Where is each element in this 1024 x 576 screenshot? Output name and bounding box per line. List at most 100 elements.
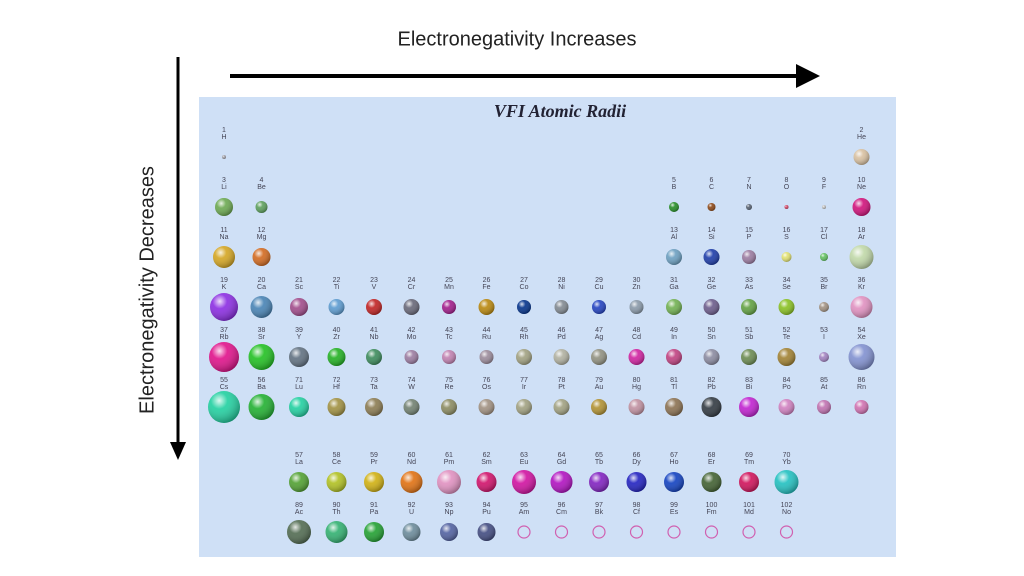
atom-shine (628, 349, 645, 365)
atomic-number: 37 (220, 327, 228, 334)
atom-shine (289, 347, 309, 367)
element-symbol: Ho (670, 459, 679, 466)
element-symbol: Ce (332, 459, 341, 466)
element-symbol: Am (519, 509, 530, 516)
atom-shine (707, 203, 716, 211)
element-symbol: Rb (220, 334, 229, 341)
atomic-number: 90 (333, 502, 341, 509)
atomic-number: 99 (670, 502, 678, 509)
atom-shine (289, 397, 309, 417)
atomic-number: 26 (483, 277, 491, 284)
top-label: Electronegativity Increases (397, 28, 636, 50)
atomic-number: 101 (743, 502, 755, 509)
atom-shine (848, 344, 875, 370)
element-symbol: W (408, 384, 415, 391)
atom-shine (666, 349, 682, 365)
atomic-number: 75 (445, 377, 453, 384)
atomic-number: 94 (483, 502, 491, 509)
atomic-number: 74 (408, 377, 416, 384)
atomic-number: 80 (633, 377, 641, 384)
atom-shine (403, 299, 420, 315)
element-symbol: Pr (371, 459, 379, 466)
atomic-number: 78 (558, 377, 566, 384)
atom-shine (517, 300, 531, 314)
atom-shine (774, 470, 799, 494)
element-symbol: B (672, 184, 677, 191)
element-symbol: Er (708, 459, 716, 466)
element-symbol: Nb (370, 334, 379, 341)
atomic-number: 84 (783, 377, 791, 384)
side-label: Electronegativity Decreases (136, 166, 158, 414)
element-symbol: Tc (446, 334, 454, 341)
atomic-number: 85 (820, 377, 828, 384)
atomic-number: 41 (370, 327, 378, 334)
atomic-number: 15 (745, 227, 753, 234)
element-symbol: Cl (821, 234, 828, 241)
atomic-number: 48 (633, 327, 641, 334)
atom-shine (849, 245, 874, 269)
atomic-number: 50 (708, 327, 716, 334)
element-symbol: Pt (558, 384, 565, 391)
element-symbol: Pd (557, 334, 566, 341)
atom-shine (442, 300, 456, 314)
atomic-number: 19 (220, 277, 228, 284)
element-symbol: Es (670, 509, 679, 516)
atomic-number: 29 (595, 277, 603, 284)
atomic-number: 83 (745, 377, 753, 384)
atom-shine (437, 470, 461, 494)
atom-shine (854, 400, 869, 414)
element-symbol: Rh (520, 334, 529, 341)
atomic-number: 23 (370, 277, 378, 284)
atomic-number: 91 (370, 502, 378, 509)
atomic-number: 98 (633, 502, 641, 509)
atom-shine (477, 523, 496, 541)
atomic-number: 7 (747, 177, 751, 184)
atom-shine (512, 470, 536, 494)
atomic-number: 2 (860, 127, 864, 134)
atom-shine (589, 472, 609, 492)
atomic-number: 52 (783, 327, 791, 334)
element-symbol: Rn (857, 384, 866, 391)
atom-sphere-hollow (554, 525, 569, 539)
element-symbol: Gd (557, 459, 566, 466)
element-symbol: Co (520, 284, 529, 291)
element-symbol: Eu (520, 459, 529, 466)
atom-shine (739, 472, 759, 492)
atom-shine (629, 300, 644, 314)
atomic-number: 32 (708, 277, 716, 284)
atomic-number: 64 (558, 452, 566, 459)
atomic-number: 77 (520, 377, 528, 384)
element-symbol: V (372, 284, 377, 291)
element-symbol: N (746, 184, 751, 191)
atom-shine (215, 198, 233, 216)
atomic-number: 47 (595, 327, 603, 334)
element-symbol: Se (782, 284, 791, 291)
element-symbol: Al (671, 234, 678, 241)
element-symbol: At (821, 384, 828, 391)
atomic-number: 51 (745, 327, 753, 334)
atomic-number: 53 (820, 327, 828, 334)
arrow-head (796, 64, 820, 88)
atomic-number: 3 (222, 177, 226, 184)
atomic-number: 97 (595, 502, 603, 509)
element-symbol: As (745, 284, 754, 291)
atom-shine (628, 399, 645, 415)
atomic-number: 1 (222, 127, 226, 134)
atom-sphere-hollow (742, 525, 756, 539)
atomic-number: 66 (633, 452, 641, 459)
atomic-number: 5 (672, 177, 676, 184)
atom-shine (255, 201, 268, 213)
element-symbol: Pm (444, 459, 455, 466)
atom-shine (478, 399, 495, 415)
element-symbol: Tm (744, 459, 754, 466)
atomic-number: 25 (445, 277, 453, 284)
atom-shine (366, 299, 382, 315)
atomic-number: 28 (558, 277, 566, 284)
atom-shine (853, 149, 870, 165)
atom-shine (327, 348, 346, 366)
atom-shine (741, 349, 757, 365)
atom-shine (553, 349, 570, 365)
atom-sphere-hollow (592, 525, 606, 539)
atomic-number: 9 (822, 177, 826, 184)
atom-shine (326, 472, 347, 492)
